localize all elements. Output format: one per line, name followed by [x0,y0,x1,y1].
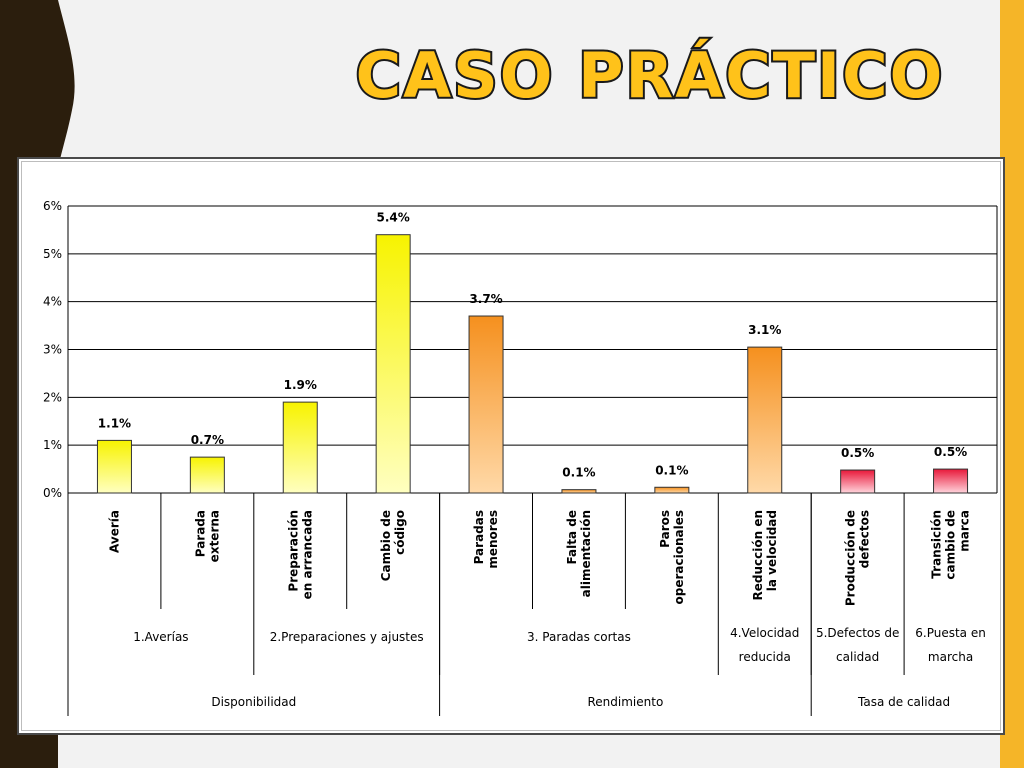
group-label: 4.Velocidad [730,626,799,640]
y-tick-label: 6% [43,199,62,213]
category-label-line: Parada [193,510,207,557]
category-label: Preparación en arrancada [286,510,314,599]
bar [96,439,132,494]
bar-value-label: 3.7% [469,292,502,306]
bar [282,401,318,494]
category-label-line: Falta de [565,510,579,564]
bar [561,489,597,494]
category-label-line: cambio de [944,510,958,580]
bar-value-label: 1.1% [98,416,131,430]
category-label-line: externa [207,510,221,562]
slide-title-text: CASO PRÁCTICO [356,39,945,112]
category-label-line: Reducción en [751,510,765,601]
group-label: reducida [739,650,791,664]
category-label: Parada externa [193,510,221,562]
category-label-line: Paradas [472,510,486,564]
category-label-line: Cambio de [379,510,393,581]
category-label: Avería [107,510,121,553]
category-label-line: marca [958,510,972,552]
group-label: 1.Averías [133,630,188,644]
section-label: Disponibilidad [211,695,296,709]
bar-value-label: 0.1% [562,466,595,480]
group-label: 2.Preparaciones y ajustes [270,630,424,644]
bar-value-label: 0.7% [191,433,224,447]
group-label: 6.Puesta en [915,626,986,640]
section-label: Rendimiento [588,695,664,709]
category-label-line: Paros [658,510,672,548]
category-label: Cambio de código [379,510,407,581]
group-label: marcha [928,650,973,664]
category-label: Reducción en la velocidad [751,510,779,601]
y-tick-label: 2% [43,390,62,404]
bar [747,346,783,494]
category-label-line: defectos [858,510,872,568]
y-tick-label: 0% [43,486,62,500]
category-label-line: la velocidad [765,510,779,591]
category-label: Paradas menores [472,510,500,569]
section-label: Tasa de calidad [857,695,950,709]
bar-value-label: 0.5% [934,445,967,459]
chart-frame: 0% 1% 2% 3% 4% 5% 6% 1.1% Avería 0.7% Parada extern… [17,157,1005,735]
category-label: Falta de alimentación [565,510,593,597]
category-label-line: operacionales [672,510,686,605]
bar [468,315,504,494]
category-label-line: Producción de [844,510,858,606]
category-label: Transición cambio de marca [930,510,972,580]
category-label: Paros operacionales [658,510,686,605]
group-label: 5.Defectos de [816,626,899,640]
bar-value-label: 3.1% [748,323,781,337]
y-tick-label: 3% [43,343,62,357]
bar [189,456,225,494]
category-label-line: código [393,510,407,555]
bar [375,234,411,494]
bar-value-label: 0.1% [655,463,688,477]
bar-value-label: 0.5% [841,446,874,460]
group-label: 3. Paradas cortas [527,630,631,644]
bar-value-label: 5.4% [377,211,410,225]
bar [933,468,969,494]
category-label: Producción de defectos [844,510,872,606]
category-label-line: alimentación [579,510,593,597]
y-tick-label: 4% [43,295,62,309]
category-label-line: en arrancada [300,510,314,599]
category-label-line: menores [486,510,500,569]
category-label-line: Avería [107,510,121,553]
category-label-line: Transición [930,510,944,579]
bar [654,486,690,494]
slide-title: CASO PRÁCTICO [355,37,945,114]
bar-value-label: 1.9% [284,378,317,392]
y-tick-label: 5% [43,247,62,261]
bar-chart: 0% 1% 2% 3% 4% 5% 6% 1.1% Avería 0.7% Parada extern… [43,199,998,716]
category-label-line: Preparación [286,510,300,592]
y-tick-label: 1% [43,438,62,452]
bar [840,469,876,494]
group-label: calidad [836,650,879,664]
